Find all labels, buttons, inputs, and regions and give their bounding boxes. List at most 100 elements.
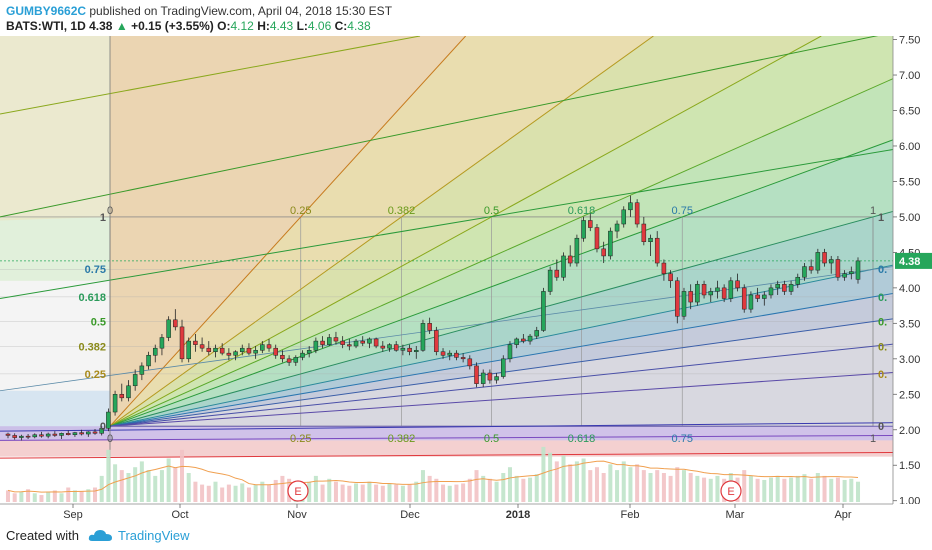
last-price-badge — [895, 252, 932, 269]
price-tick-label: 3.50 — [899, 318, 920, 330]
volume-bar — [113, 464, 118, 502]
candle-body — [688, 291, 693, 303]
candle-body — [762, 294, 767, 299]
candle-body — [380, 345, 386, 349]
candle-body — [581, 220, 586, 239]
volume-bar — [46, 491, 51, 502]
fan-line-4 — [109, 139, 894, 427]
volume-bar — [52, 490, 57, 502]
outer-line-e — [0, 422, 894, 432]
volume-bar — [441, 484, 446, 502]
gann-top-label: 0.5 — [484, 205, 499, 217]
price-axis[interactable]: 1.001.502.002.503.003.504.004.505.005.50… — [892, 36, 932, 522]
band-red — [0, 440, 893, 457]
volume-bar — [574, 461, 579, 502]
candle-body — [641, 223, 647, 243]
tradingview-brand[interactable]: TradingView — [118, 528, 190, 543]
volume-bar — [789, 477, 794, 502]
candle-body — [65, 433, 71, 435]
candle-body — [246, 347, 252, 354]
volume-bar — [675, 467, 680, 502]
volume-bar — [855, 481, 861, 502]
price-tick-label: 6.00 — [899, 141, 920, 153]
gann-top-label: 1 — [870, 205, 876, 217]
candle-body — [219, 347, 225, 354]
candle-body — [5, 433, 11, 436]
time-tick-label: Mar — [726, 509, 745, 521]
candle-body — [206, 347, 212, 352]
candle-body — [52, 433, 58, 436]
close-value: 4.38 — [347, 19, 371, 33]
candle-body — [775, 284, 780, 289]
volume-bar — [447, 485, 452, 502]
gann-bottom-label: 0.618 — [568, 433, 596, 445]
volume-bar — [153, 475, 158, 502]
price-tick-label: 1.50 — [899, 460, 920, 472]
volume-bar — [795, 475, 800, 502]
volume-bar — [748, 475, 753, 502]
volume-bar — [661, 473, 666, 502]
volume-bar — [461, 483, 466, 502]
time-tick-label: Apr — [834, 509, 851, 521]
candle-body — [554, 269, 560, 278]
volume-bar — [541, 446, 546, 502]
volume-bar — [655, 470, 660, 502]
volume-bar — [19, 491, 24, 502]
left-upper-fill — [0, 36, 110, 221]
candle-body — [79, 432, 84, 435]
price-tick-label: 6.50 — [899, 105, 920, 117]
time-axis-bg — [0, 504, 932, 522]
candle-body — [480, 372, 486, 384]
volume-bar — [528, 477, 533, 502]
volume-bar — [340, 484, 345, 502]
candle-body — [828, 259, 834, 264]
high-value: 4.43 — [269, 19, 294, 33]
candle-body — [260, 344, 265, 351]
candle-body — [460, 357, 466, 360]
gann-right-label: 0. — [878, 341, 887, 353]
volume-bar — [93, 487, 98, 502]
candle-body — [608, 230, 613, 257]
high-label: H: — [257, 19, 270, 33]
gann-left-label: 0.382 — [78, 341, 106, 353]
volume-bar — [159, 470, 164, 502]
volume-bar — [835, 477, 840, 502]
volume-bar — [487, 478, 492, 502]
candle-body — [788, 284, 794, 292]
candle-body — [768, 287, 774, 296]
earnings-marker-icon — [287, 480, 309, 502]
candle-body — [795, 276, 801, 285]
symbol-label: BATS:WTI, 1D — [6, 19, 86, 33]
volume-bar — [354, 483, 359, 502]
price-tick-label: 3.00 — [899, 354, 920, 366]
time-axis[interactable]: Sep Oct Nov Dec 2018 Feb Mar Apr — [0, 503, 932, 522]
publish-line: GUMBY9662C published on TradingView.com,… — [6, 4, 392, 18]
volume-bar — [126, 473, 131, 502]
price-chart[interactable]: 000.250.250.3820.3820.50.50.6180.6180.75… — [0, 36, 932, 522]
time-tick-label: Dec — [400, 509, 420, 521]
volume-bar — [521, 478, 526, 502]
gann-bottom-label: 0.25 — [290, 433, 311, 445]
candle-body — [782, 284, 787, 292]
volume-bar — [26, 489, 31, 502]
author-name[interactable]: GUMBY9662C — [6, 4, 87, 18]
gann-right-label: 0. — [878, 317, 887, 329]
gann-top-label: 0.25 — [290, 205, 311, 217]
gann-top-label: 0 — [107, 205, 113, 217]
gann-right-label: 0. — [878, 292, 887, 304]
volume-bar — [635, 464, 640, 502]
volume-bar — [200, 484, 205, 502]
fan-line-3 — [109, 78, 894, 427]
gann-bottom-label: 0.5 — [484, 433, 499, 445]
volume-bar — [702, 477, 707, 502]
candle-body — [300, 352, 305, 358]
candle-body — [494, 376, 499, 381]
volume-bar — [601, 473, 606, 502]
volume-bar — [213, 481, 218, 502]
price-tick-label: 7.00 — [899, 70, 920, 82]
candle-body — [266, 344, 272, 349]
chart-header: GUMBY9662C published on TradingView.com,… — [0, 0, 932, 36]
price-tick-label: 2.50 — [899, 389, 920, 401]
gann-left-label: 0.5 — [91, 317, 106, 329]
volume-bar — [414, 481, 419, 502]
